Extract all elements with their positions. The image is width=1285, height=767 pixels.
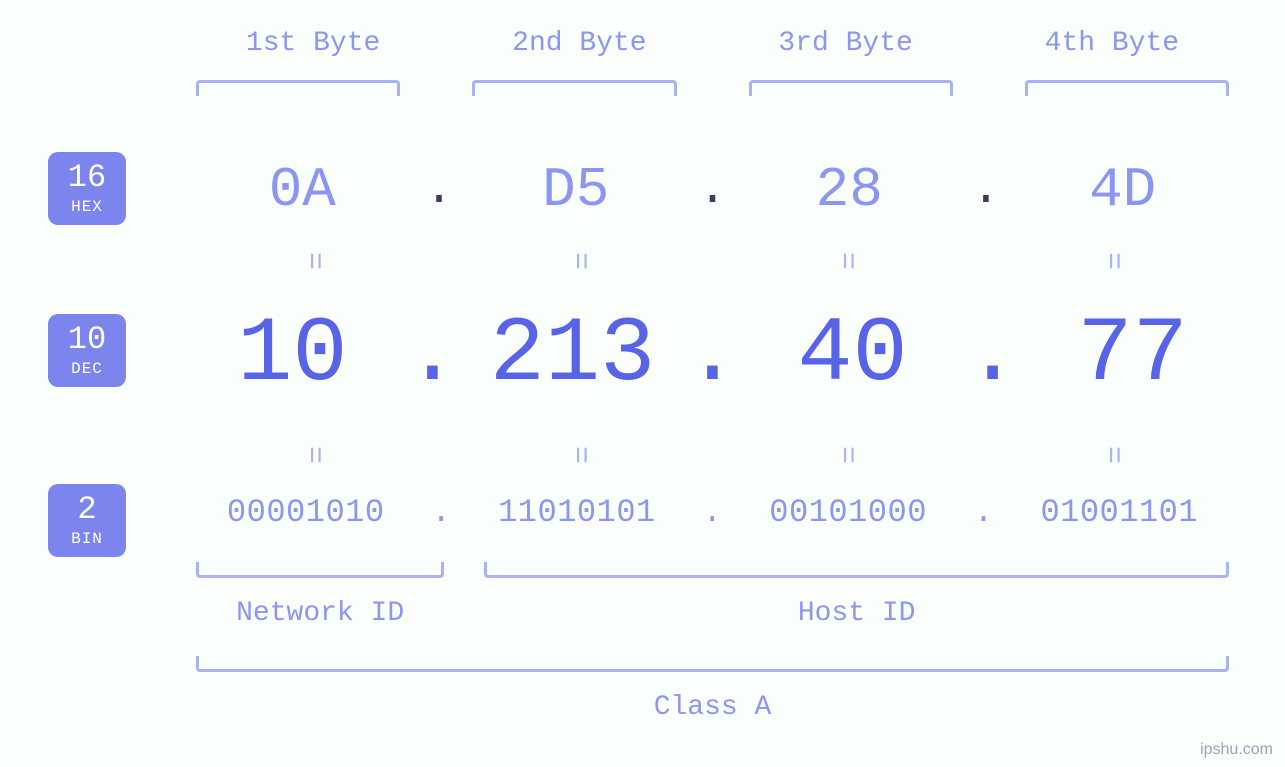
bracket-icon: [196, 656, 1229, 672]
hex-base: 16: [48, 162, 126, 194]
equals-row-2: = = = =: [180, 438, 1245, 472]
equals-row-1: = = = =: [180, 244, 1245, 278]
bracket-icon: [749, 80, 953, 96]
dec-byte-2: 213: [460, 302, 685, 407]
dec-byte-4: 77: [1020, 302, 1245, 407]
byte-header-3: 3rd Byte: [713, 28, 979, 59]
dec-row: 10 . 213 . 40 . 77: [180, 302, 1245, 407]
class-label: Class A: [180, 692, 1245, 723]
hex-badge: 16 HEX: [48, 152, 126, 225]
bracket-icon: [196, 562, 444, 578]
dot-separator: .: [965, 302, 1020, 407]
bin-badge: 2 BIN: [48, 484, 126, 557]
hex-byte-3: 28: [727, 158, 972, 222]
dot-separator: .: [405, 302, 460, 407]
host-id-label: Host ID: [484, 598, 1229, 629]
bracket-icon: [196, 80, 400, 96]
network-id-label: Network ID: [196, 598, 444, 629]
bracket-icon: [484, 562, 1229, 578]
equals-icon: =: [1095, 446, 1129, 464]
bin-label: BIN: [48, 530, 126, 549]
equals-icon: =: [296, 252, 330, 270]
watermark: ipshu.com: [1200, 741, 1273, 759]
bin-byte-2: 11010101: [451, 494, 702, 531]
class-label-row: Class A: [180, 692, 1245, 723]
equals-icon: =: [562, 446, 596, 464]
dec-base: 10: [48, 324, 126, 356]
bracket-icon: [472, 80, 676, 96]
dec-badge: 10 DEC: [48, 314, 126, 387]
dot-separator: .: [972, 163, 1001, 217]
bracket-icon: [1025, 80, 1229, 96]
equals-icon: =: [1095, 252, 1129, 270]
dot-separator: .: [685, 302, 740, 407]
equals-icon: =: [829, 446, 863, 464]
bin-byte-3: 00101000: [722, 494, 973, 531]
equals-icon: =: [829, 252, 863, 270]
bin-row: 00001010 . 11010101 . 00101000 . 0100110…: [180, 494, 1245, 531]
dec-byte-1: 10: [180, 302, 405, 407]
id-labels-row: Network ID Host ID: [180, 598, 1245, 629]
dot-separator: .: [431, 494, 451, 531]
dot-separator: .: [703, 494, 723, 531]
dot-separator: .: [974, 494, 994, 531]
byte-header-2: 2nd Byte: [446, 28, 712, 59]
byte-header-4: 4th Byte: [979, 28, 1245, 59]
byte-header-1: 1st Byte: [180, 28, 446, 59]
hex-byte-2: D5: [453, 158, 698, 222]
byte-brackets-top: [180, 80, 1245, 96]
dec-byte-3: 40: [740, 302, 965, 407]
hex-byte-4: 4D: [1000, 158, 1245, 222]
id-brackets-row: [180, 562, 1245, 578]
bin-base: 2: [48, 494, 126, 526]
dot-separator: .: [425, 163, 454, 217]
equals-icon: =: [296, 446, 330, 464]
hex-byte-1: 0A: [180, 158, 425, 222]
bin-byte-1: 00001010: [180, 494, 431, 531]
byte-headers-row: 1st Byte 2nd Byte 3rd Byte 4th Byte: [180, 28, 1245, 59]
bin-byte-4: 01001101: [994, 494, 1245, 531]
class-bracket-row: [196, 656, 1229, 672]
dec-label: DEC: [48, 360, 126, 379]
hex-label: HEX: [48, 198, 126, 217]
equals-icon: =: [562, 252, 596, 270]
hex-row: 0A . D5 . 28 . 4D: [180, 158, 1245, 222]
dot-separator: .: [698, 163, 727, 217]
